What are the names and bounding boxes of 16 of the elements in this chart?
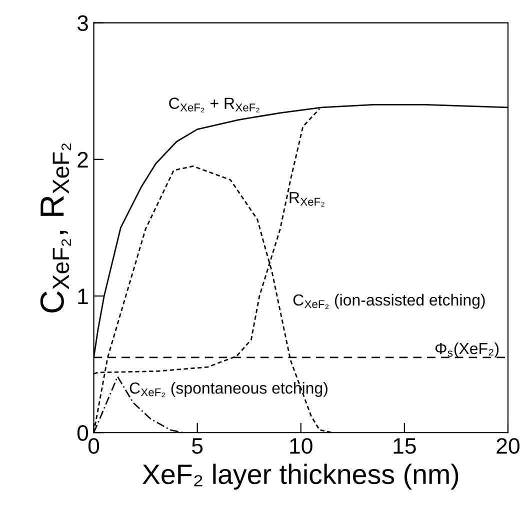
y-axis-title: C$_{XeF₂}$, R$_{XeF₂}$: [40, 143, 71, 313]
series-label: C$_{XeF₂}$ (spontaneous etching): [130, 382, 328, 398]
x-tick-label: 5: [192, 438, 203, 454]
x-tick-label: 15: [394, 438, 416, 454]
y-tick-label: 1: [78, 288, 88, 304]
x-tick-label: 0: [88, 438, 100, 454]
series-label: C$_{XeF₂}$ (ion-assisted etching): [293, 294, 485, 309]
y-tick-label: 3: [77, 15, 88, 32]
x-tick-label: 10: [290, 438, 312, 454]
y-tick-label: 0: [77, 425, 88, 441]
ref-line-label: Φ$_{s}$(XeF₂): [435, 342, 499, 358]
x-tick-label: 20: [496, 438, 520, 454]
series-label: R$_{XeF₂}$: [290, 192, 324, 207]
x-axis-title: XeF₂ layer thickness (nm): [142, 464, 458, 490]
y-tick-label: 2: [78, 152, 88, 168]
series-label: C$_{XeF₂}$ + R$_{XeF₂}$: [169, 98, 260, 112]
